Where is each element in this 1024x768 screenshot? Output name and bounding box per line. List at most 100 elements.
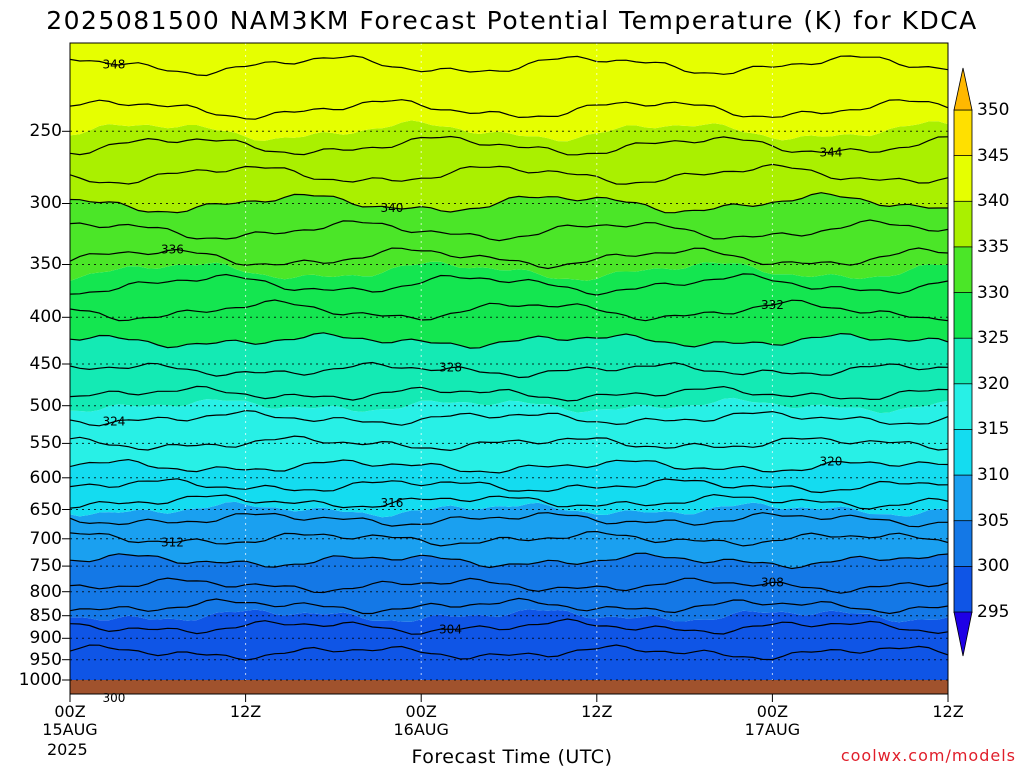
contour-310: [70, 552, 948, 570]
colorbar-swatch-4: [953, 292, 973, 339]
contour-336: [70, 247, 948, 270]
x-axis-year: 2025: [47, 740, 88, 759]
contour-label-304: 304: [439, 622, 462, 636]
colorbar-arrow-bottom: [953, 611, 973, 657]
contour-316: [70, 493, 948, 510]
y-tick-label: 500: [29, 395, 62, 416]
contour-306: [70, 597, 948, 615]
y-tick-label: 700: [29, 528, 62, 549]
colorbar-label: 335: [977, 236, 1010, 257]
chart-title: 2025081500 NAM3KM Forecast Potential Tem…: [46, 6, 978, 35]
theta-band-335-340: [70, 192, 948, 281]
y-tick-label: 750: [29, 556, 62, 577]
contour-312: [70, 530, 948, 547]
colorbar-swatch-10: [953, 566, 973, 613]
theta-band-325-330: [70, 332, 948, 414]
colorbar-swatch-6: [953, 383, 973, 431]
theta-band-350-370: [70, 1, 948, 23]
contour-label-308: 308: [761, 575, 784, 589]
y-tick-label: 250: [29, 121, 62, 142]
y-tick-label: 950: [29, 649, 62, 670]
colorbar-swatch-5: [953, 337, 973, 385]
colorbar-arrow-top: [953, 67, 973, 111]
x-tick-date: 15AUG: [42, 720, 98, 739]
y-tick-label: 400: [29, 307, 62, 328]
colorbar-label: 350: [977, 100, 1010, 120]
y-tick-label: 550: [29, 433, 62, 454]
contour-304: [70, 618, 948, 635]
x-tick-label: 00Z: [405, 702, 437, 721]
colorbar-swatch-0: [953, 109, 973, 157]
contour-308: [70, 577, 948, 594]
y-tick-label: 350: [29, 254, 62, 275]
contour-label-320: 320: [819, 455, 842, 469]
contour-label-332: 332: [761, 298, 784, 312]
contour-340: [70, 192, 948, 214]
x-tick-label: 00Z: [756, 702, 789, 721]
x-tick-date: 17AUG: [744, 720, 801, 739]
theta-band-310-315: [70, 501, 948, 569]
y-tick-label: 850: [29, 605, 62, 626]
colorbar-swatch-1: [953, 155, 973, 203]
contour-346: [70, 99, 948, 120]
contour-338: [70, 219, 948, 242]
contour-324: [70, 409, 948, 427]
contour-label-300: 300: [102, 691, 125, 705]
x-tick-label: 12Z: [581, 702, 613, 721]
theta-band-345-350: [70, 43, 948, 142]
contour-348: [70, 55, 948, 77]
x-tick-label: 00Z: [54, 702, 86, 721]
contour-label-336: 336: [161, 243, 184, 257]
colorbar-label: 300: [977, 556, 1010, 577]
contour-label-316: 316: [380, 496, 403, 510]
contour-label-344: 344: [819, 145, 842, 159]
contour-350: [70, 1, 948, 21]
contour-label-312: 312: [161, 536, 184, 550]
credit-link[interactable]: coolwx.com/models: [840, 746, 1016, 765]
x-tick-label: 12Z: [932, 702, 964, 721]
contour-label-348: 348: [102, 58, 125, 72]
x-tick-label: 12Z: [229, 702, 262, 721]
contour-326: [70, 385, 948, 402]
contour-344: [70, 135, 948, 156]
colorbar-swatch-3: [953, 246, 973, 294]
x-axis-title: Forecast Time (UTC): [411, 746, 613, 768]
colorbar-label: 340: [977, 191, 1010, 212]
colorbar-label: 330: [977, 282, 1010, 303]
theta-band-330-335: [70, 261, 948, 349]
contour-342: [70, 163, 948, 185]
y-tick-label: 800: [29, 581, 62, 602]
contour-label-324: 324: [102, 415, 125, 429]
ground-surface: [70, 680, 948, 694]
plot-frame: [69, 42, 949, 695]
theta-band-300-305: [70, 609, 948, 680]
y-tick-label: 300: [29, 193, 62, 214]
colorbar-swatch-2: [953, 200, 973, 248]
colorbar-label: 305: [977, 510, 1010, 531]
y-tick-label: 1000: [18, 670, 62, 690]
x-tick-date: 16AUG: [393, 720, 449, 739]
y-tick-label: 450: [29, 353, 62, 374]
colorbar-label: 325: [977, 328, 1010, 349]
colorbar-label: 310: [977, 465, 1010, 486]
colorbar-label: 345: [977, 145, 1010, 166]
contour-314: [70, 512, 948, 528]
y-tick-label: 900: [29, 628, 62, 649]
contour-320: [70, 458, 948, 474]
colorbar-label: 320: [977, 373, 1010, 394]
contour-label-328: 328: [439, 361, 462, 375]
contour-332: [70, 299, 948, 322]
colorbar-swatch-7: [953, 429, 973, 476]
contour-302: [70, 644, 948, 661]
theta-band-320-325: [70, 397, 948, 473]
contour-label-340: 340: [380, 201, 403, 215]
contour-328: [70, 361, 948, 379]
contour-334: [70, 273, 948, 296]
colorbar-swatch-8: [953, 474, 973, 522]
contour-318: [70, 478, 948, 494]
y-tick-label: 650: [29, 499, 62, 520]
colorbar-label: 315: [977, 419, 1010, 440]
contour-330: [70, 332, 948, 349]
y-tick-label: 600: [29, 467, 62, 488]
